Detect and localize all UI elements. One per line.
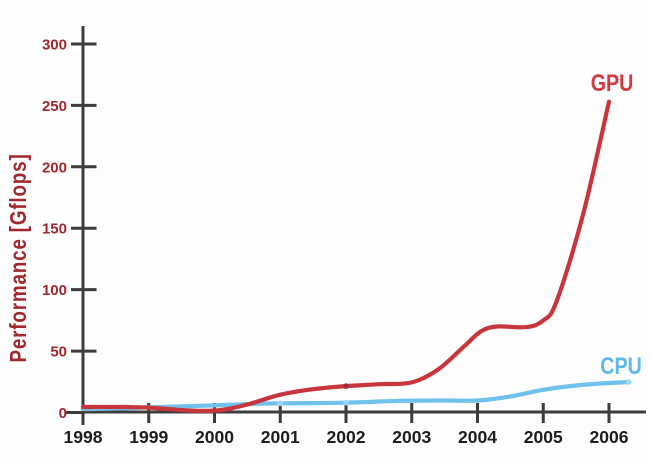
y-tick-label: 200 xyxy=(42,159,67,176)
y-tick-label: 150 xyxy=(42,221,67,238)
x-tick-label: 2003 xyxy=(392,427,431,447)
gpu-series-label: GPU xyxy=(591,69,634,96)
x-tick-label: 1998 xyxy=(64,427,103,447)
x-tick-label: 2000 xyxy=(195,427,234,447)
x-tick-label: 2002 xyxy=(327,427,366,447)
x-tick-label: 1999 xyxy=(129,427,168,447)
cpu-data-marker xyxy=(277,400,284,407)
y-tick-label: 50 xyxy=(50,344,67,361)
y-tick-label: 0 xyxy=(59,405,67,422)
gpu-line xyxy=(80,99,612,414)
y-tick-label: 250 xyxy=(42,98,67,115)
x-tick-label: 2006 xyxy=(590,427,629,447)
x-tick-label: 2004 xyxy=(458,427,497,447)
y-tick-label: 100 xyxy=(42,282,67,299)
cpu-data-marker xyxy=(343,399,349,406)
y-tick-label: 300 xyxy=(42,36,67,53)
x-tick-label: 2001 xyxy=(261,427,300,447)
x-tick-label: 2005 xyxy=(524,427,563,447)
cpu-series-label: CPU xyxy=(600,352,642,379)
y-axis-title: Performance [Gflops] xyxy=(6,153,31,362)
gpu-data-marker xyxy=(343,383,349,389)
cpu-data-marker xyxy=(625,379,632,385)
